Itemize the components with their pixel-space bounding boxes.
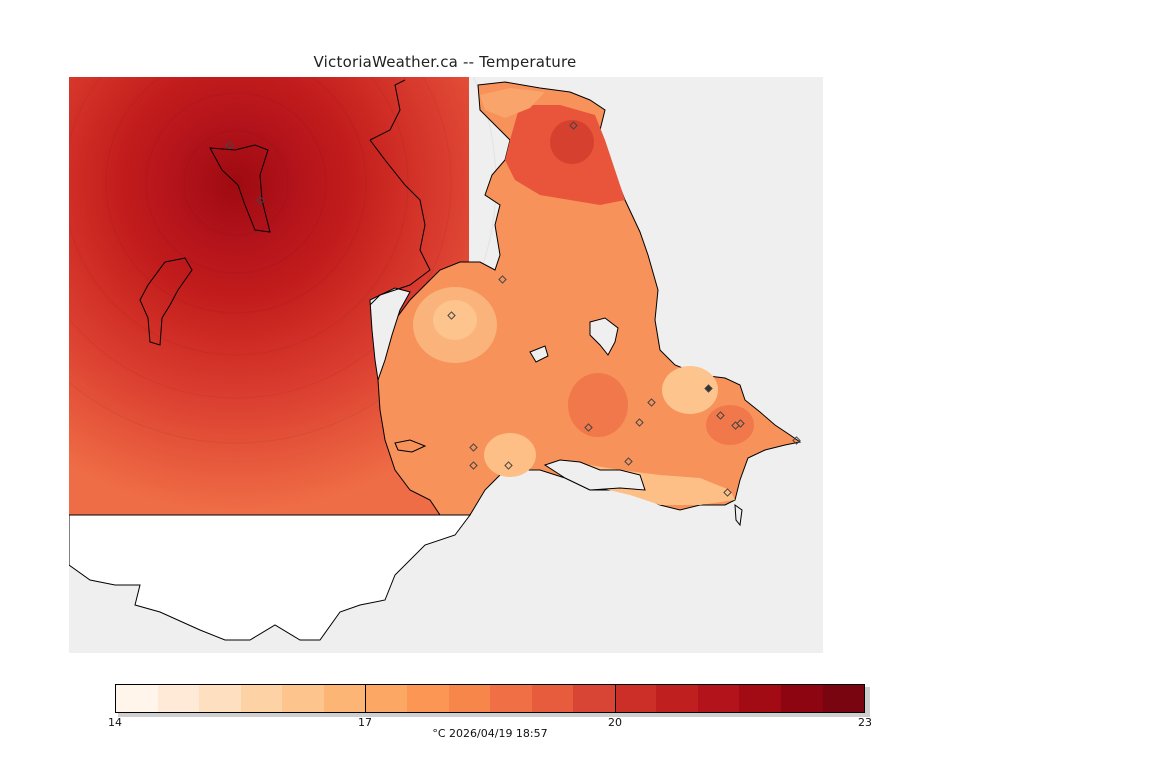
colorbar-swatch [448, 685, 491, 712]
saanich-inlet-water [369, 287, 411, 381]
colorbar-swatch [282, 685, 324, 712]
station-marker[interactable] [569, 121, 578, 130]
colorbar-swatch [157, 685, 200, 712]
east-cool-spot [662, 366, 718, 414]
colorbar-swatch [573, 685, 615, 712]
colorbar-tick-label: 23 [858, 716, 872, 729]
station-marker[interactable] [647, 398, 656, 407]
colorbar-tick-label: 20 [608, 716, 622, 729]
north-cool-band [480, 88, 545, 118]
colorbar-tick-mark [615, 684, 616, 713]
colorbar-swatch [406, 685, 449, 712]
colorbar-tick-label: 17 [358, 716, 372, 729]
station-marker[interactable] [723, 488, 732, 497]
station-marker[interactable] [704, 384, 713, 393]
station-marker[interactable] [504, 461, 513, 470]
station-marker[interactable] [256, 196, 265, 205]
southern-landmass [69, 514, 471, 641]
lake-outline-2 [529, 345, 549, 363]
east-warm-spot [706, 405, 754, 445]
station-marker[interactable] [498, 275, 507, 284]
southwest-cool-spot [484, 433, 536, 477]
station-marker[interactable] [736, 419, 745, 428]
temperature-colorbar [115, 684, 865, 713]
legend-caption: °C 2026/04/19 18:57 [432, 727, 548, 740]
colorbar-swatch [116, 685, 158, 712]
central-warm-spot [568, 373, 628, 437]
colorbar-swatch [697, 685, 740, 712]
island-west [139, 257, 193, 346]
colorbar-swatch [365, 685, 407, 712]
east-coast-island [734, 503, 743, 527]
colorbar-swatch [323, 685, 366, 712]
island-small-south [394, 439, 427, 453]
colorbar-swatch [240, 685, 283, 712]
colorbar-tick-mark [365, 684, 366, 713]
station-marker[interactable] [225, 141, 234, 150]
station-marker[interactable] [469, 461, 478, 470]
map-title: VictoriaWeather.ca -- Temperature [313, 53, 577, 71]
station-marker[interactable] [447, 311, 456, 320]
island-salt-spring [209, 144, 271, 233]
colorbar-swatch [781, 685, 823, 712]
colorbar-swatch [739, 685, 781, 712]
north-hot-core [550, 120, 594, 164]
colorbar-tick-label: 14 [108, 716, 122, 729]
colorbar-swatch [656, 685, 698, 712]
weather-stations [225, 121, 801, 497]
station-marker[interactable] [584, 423, 593, 432]
lake-outline-1 [589, 317, 619, 356]
station-marker[interactable] [635, 418, 644, 427]
colorbar-swatch [531, 685, 574, 712]
station-marker[interactable] [624, 457, 633, 466]
station-marker[interactable] [716, 411, 725, 420]
mainland-coastline [369, 79, 431, 306]
colorbar-swatch [822, 685, 865, 712]
station-marker[interactable] [792, 436, 801, 445]
colorbar-swatch [199, 685, 241, 712]
harbour-outline [543, 459, 646, 491]
west-cool-core [433, 300, 477, 340]
station-marker[interactable] [469, 443, 478, 452]
colorbar-swatch [614, 685, 657, 712]
colorbar-swatch [490, 685, 532, 712]
